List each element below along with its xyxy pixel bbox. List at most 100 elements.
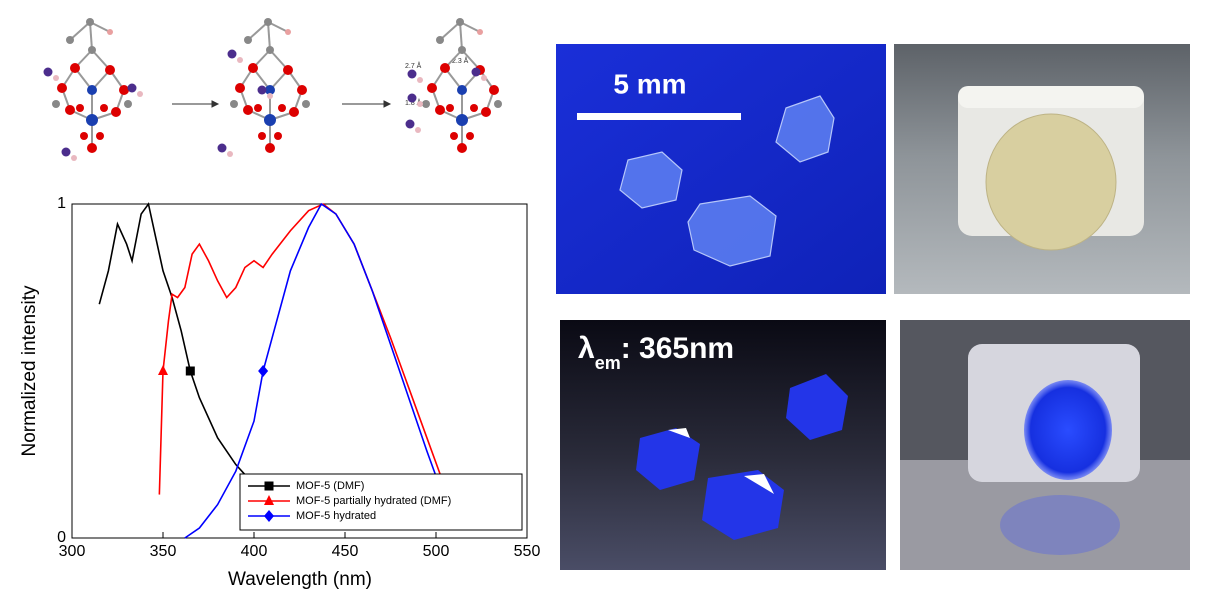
atom — [274, 132, 282, 140]
bond — [439, 21, 461, 41]
lambda-subscript: em — [595, 353, 621, 373]
series-line — [98, 202, 273, 496]
atom — [470, 104, 478, 112]
atom — [230, 100, 238, 108]
water-hydrogen — [227, 151, 233, 157]
atom — [52, 100, 60, 108]
atom — [65, 105, 75, 115]
marker — [258, 365, 269, 377]
atom — [119, 85, 129, 95]
atom — [107, 29, 113, 35]
excitation-label: λem: 365nm — [578, 332, 734, 373]
crystals — [619, 95, 835, 267]
atom — [435, 105, 445, 115]
atom — [66, 36, 74, 44]
bond — [459, 21, 463, 51]
atom — [86, 114, 98, 126]
pellet-glow — [1024, 380, 1112, 480]
atom — [243, 105, 253, 115]
distance-label: 2.3 Å — [452, 56, 469, 65]
water-hydrogen — [267, 93, 273, 99]
x-tick-label: 400 — [241, 543, 268, 560]
water-hydrogen — [417, 101, 423, 107]
atom — [266, 46, 274, 54]
x-axis-label: Wavelength (nm) — [228, 569, 372, 590]
atom — [248, 63, 258, 73]
atom — [70, 63, 80, 73]
y-tick-label: 0 — [57, 529, 66, 546]
atom — [450, 132, 458, 140]
bond — [267, 21, 271, 51]
atom — [297, 85, 307, 95]
atom — [283, 65, 293, 75]
atom — [254, 104, 262, 112]
atom — [57, 83, 67, 93]
reflections — [668, 428, 774, 494]
water-hydrogen — [481, 75, 487, 81]
arrows — [172, 100, 392, 108]
atom — [111, 107, 121, 117]
atom — [235, 83, 245, 93]
water-hydrogen — [71, 155, 77, 161]
water-oxygen — [471, 67, 481, 77]
atom — [422, 100, 430, 108]
water-oxygen — [405, 119, 415, 129]
distance-label: 2.7 Å — [405, 61, 422, 70]
atom — [258, 132, 266, 140]
atom — [427, 83, 437, 93]
water-hydrogen — [417, 77, 423, 83]
atom — [436, 36, 444, 44]
water-oxygen — [257, 85, 267, 95]
water-hydrogen — [137, 91, 143, 97]
legend-label: MOF-5 hydrated — [296, 510, 376, 522]
water-oxygen — [407, 93, 417, 103]
atom — [481, 107, 491, 117]
series-line — [184, 202, 446, 539]
atom — [87, 143, 97, 153]
x-tick-label: 550 — [514, 543, 541, 560]
atom — [265, 143, 275, 153]
legend[interactable] — [239, 473, 523, 531]
molecule — [230, 18, 310, 153]
scale-bar — [577, 113, 741, 120]
atom — [494, 100, 502, 108]
atom — [466, 132, 474, 140]
atom — [477, 29, 483, 35]
distance-label: 1.8 Å — [405, 98, 422, 107]
marker — [264, 481, 274, 491]
atom — [457, 85, 467, 95]
water-hydrogen — [53, 75, 59, 81]
bond — [247, 21, 269, 41]
atom — [105, 65, 115, 75]
water-oxygen — [127, 83, 137, 93]
atom — [456, 18, 464, 26]
water-oxygen — [407, 69, 417, 79]
lambda: λ — [578, 332, 595, 365]
bond — [89, 21, 93, 51]
atom — [264, 18, 272, 26]
water-oxygen — [61, 147, 71, 157]
marker — [264, 495, 274, 505]
atom — [302, 100, 310, 108]
water-hydrogen — [415, 127, 421, 133]
atom — [96, 132, 104, 140]
x-tick-label: 500 — [423, 543, 450, 560]
marker — [264, 510, 274, 522]
legend-label: MOF-5 partially hydrated (DMF) — [296, 495, 451, 507]
water-oxygen — [217, 143, 227, 153]
atom — [244, 36, 252, 44]
atom — [489, 85, 499, 95]
atom — [124, 100, 132, 108]
x-tick-label: 300 — [59, 543, 86, 560]
series-line — [158, 203, 455, 502]
atom — [264, 114, 276, 126]
y-tick-label: 1 — [57, 195, 66, 212]
atom — [446, 104, 454, 112]
atom — [100, 104, 108, 112]
atom — [289, 107, 299, 117]
molecule — [422, 18, 502, 153]
atom — [265, 85, 275, 95]
atom — [86, 18, 94, 26]
